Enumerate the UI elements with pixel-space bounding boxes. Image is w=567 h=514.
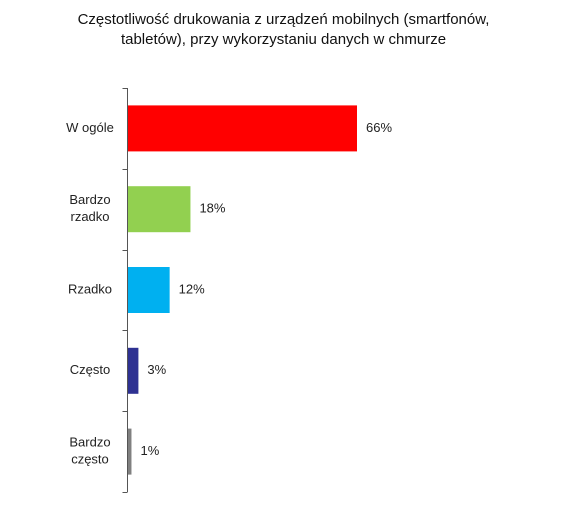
data-label: 1% [140,443,159,458]
data-label: 12% [179,281,205,296]
bar-1 [128,105,357,152]
category-label: rzadko [70,209,109,224]
category-label: Rzadko [68,281,112,296]
category-label: Bardzo [69,435,110,450]
chart-title-line-1: Częstotliwość drukowania z urządzeń mobi… [77,11,490,28]
bar-5 [128,428,132,475]
category-label: Bardzo [69,192,110,207]
category-label: Często [70,362,110,377]
bar-2 [128,186,191,233]
chart-title: Częstotliwość drukowania z urządzeń mobi… [0,10,567,50]
category-label: często [71,452,109,467]
data-label: 3% [147,362,166,377]
bar-3 [128,267,170,313]
data-label: 66% [366,120,392,135]
bar-4 [128,347,139,394]
data-label: 18% [199,201,225,216]
chart-title-line-2: tabletów), przy wykorzystaniu danych w c… [120,31,447,48]
category-label: W ogóle [66,120,114,135]
